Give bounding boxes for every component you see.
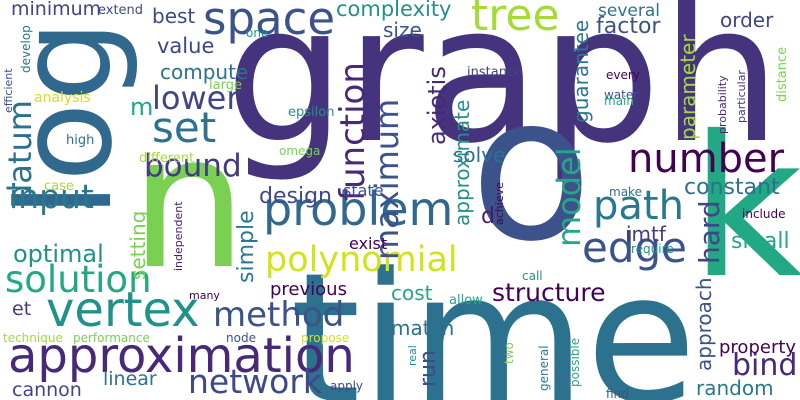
- word-linear: linear: [103, 368, 157, 390]
- word-problem: problem: [263, 182, 454, 236]
- word-cost: cost: [391, 281, 433, 305]
- word-value: value: [157, 34, 215, 58]
- word-space: space: [203, 0, 336, 45]
- word-require: require: [631, 242, 674, 256]
- word-input: input: [9, 177, 94, 216]
- word-performance: performance: [73, 331, 150, 345]
- word-imtf: imtf: [626, 222, 666, 246]
- word-real: real: [406, 345, 419, 366]
- word-graph: graph: [225, 0, 782, 185]
- word-solve: solve: [453, 143, 506, 167]
- word-optimal: optimal: [13, 240, 104, 268]
- word-node: node: [226, 331, 256, 345]
- word-k: k: [690, 94, 800, 321]
- word-technique: technique: [3, 331, 63, 345]
- word-vertex: vertex: [46, 282, 200, 338]
- word-general: general: [537, 345, 551, 391]
- word-epsilon: epsilon: [288, 105, 335, 120]
- word-match: match: [391, 316, 455, 340]
- word-approximation: approximation: [8, 328, 355, 384]
- word-minimum: minimum: [11, 0, 102, 20]
- word-propose: propose: [301, 331, 350, 345]
- word-analysis: analysis: [34, 90, 91, 106]
- word-previous: previous: [270, 279, 347, 300]
- word-structure: structure: [492, 278, 606, 307]
- word-exist: exist: [349, 234, 388, 253]
- word-datum: datum: [1, 100, 39, 204]
- word-property: property: [719, 337, 797, 358]
- word-size: size: [383, 18, 422, 42]
- word-et: et: [12, 298, 32, 320]
- word-method: method: [213, 295, 345, 335]
- word-state: state: [343, 181, 384, 200]
- word-run: run: [416, 350, 441, 387]
- word-d: d: [481, 204, 495, 229]
- word-omega: omega: [279, 144, 321, 158]
- word-particular: particular: [735, 70, 748, 123]
- word-setting: setting: [126, 210, 150, 280]
- word-constant: constant: [684, 175, 780, 200]
- word-distance: distance: [775, 46, 790, 102]
- word-achieve: achieve: [493, 182, 506, 225]
- word-bind: bind: [732, 348, 798, 383]
- word-possible: possible: [568, 337, 582, 387]
- word-lower: lower: [152, 79, 240, 117]
- word-compute: compute: [160, 60, 249, 84]
- word-n: n: [130, 94, 248, 310]
- word-o: o: [470, 53, 593, 286]
- word-solution: solution: [5, 258, 152, 301]
- word-apply: apply: [330, 379, 364, 393]
- word-efficient: efficient: [2, 68, 15, 113]
- word-call: call: [522, 269, 543, 283]
- word-path: path: [593, 183, 684, 229]
- word-independent: independent: [172, 201, 185, 271]
- word-time: time: [290, 235, 697, 400]
- word-guarantee: guarantee: [569, 19, 593, 123]
- word-approach: approach: [692, 277, 716, 371]
- word-several: several: [598, 1, 660, 21]
- word-model: model: [550, 147, 588, 247]
- word-high: high: [66, 133, 95, 148]
- word-allow: allow: [449, 293, 483, 308]
- word-parameter: parameter: [676, 34, 700, 140]
- word-extend: extend: [98, 3, 144, 18]
- word-axiotis: axiotis: [423, 66, 451, 145]
- word-network: network: [188, 362, 323, 400]
- word-simple: simple: [234, 210, 259, 283]
- word-case: case: [44, 179, 74, 194]
- word-best: best: [152, 4, 196, 28]
- word-edge: edge: [582, 223, 687, 272]
- word-include: include: [742, 207, 786, 221]
- word-cannon: cannon: [12, 379, 82, 400]
- word-many: many: [189, 289, 220, 302]
- word-probability: probability: [716, 75, 729, 134]
- word-bound: bound: [144, 148, 242, 184]
- word-two: two: [502, 342, 516, 364]
- word-instance: instance: [467, 65, 523, 80]
- word-one: one: [246, 26, 269, 40]
- word-make: make: [609, 185, 642, 199]
- word-order: order: [720, 8, 774, 32]
- word-large: large: [209, 78, 242, 93]
- word-find: find: [606, 387, 629, 400]
- word-random: random: [696, 376, 774, 400]
- word-small: small: [731, 229, 790, 254]
- word-design: design: [259, 184, 332, 209]
- word-set: set: [152, 103, 217, 152]
- word-complexity: complexity: [336, 0, 452, 21]
- word-number: number: [628, 136, 785, 182]
- word-water: water: [604, 88, 639, 102]
- word-factor: factor: [596, 14, 661, 39]
- word-hard: hard: [693, 200, 726, 264]
- word-main: main: [604, 94, 634, 108]
- word-m: m: [130, 93, 154, 121]
- word-tree: tree: [471, 0, 560, 41]
- word-different: different: [139, 151, 195, 166]
- word-develop: develop: [19, 25, 33, 73]
- word-every: every: [606, 68, 640, 82]
- word-polynomial: polynomial: [265, 240, 458, 280]
